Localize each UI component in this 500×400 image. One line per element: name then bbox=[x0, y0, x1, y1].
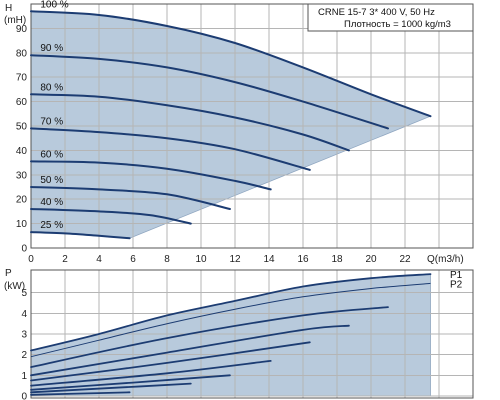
head-y-tick: 20 bbox=[16, 195, 28, 206]
head-y-tick: 80 bbox=[16, 48, 28, 59]
power-plot-frame bbox=[30, 269, 474, 399]
head-curve-label: 25 % bbox=[40, 220, 63, 231]
power-speed-curve bbox=[30, 306, 389, 368]
power-curve-p2 bbox=[30, 282, 431, 358]
power-speed-curve bbox=[30, 374, 231, 391]
head-y-tick: 0 bbox=[21, 244, 27, 255]
head-chart: 100 %90 %80 %70 %60 %50 %40 %25 %0102030… bbox=[4, 0, 474, 265]
head-y-tick: 70 bbox=[16, 73, 28, 84]
power-y-tick: 0 bbox=[21, 392, 27, 400]
head-curve-label: 70 % bbox=[40, 116, 63, 127]
power-speed-curve bbox=[30, 324, 350, 377]
head-curve-label: 100 % bbox=[40, 0, 68, 10]
head-x-axis-label: Q(m3/h) bbox=[427, 254, 464, 265]
head-curve-50pct bbox=[30, 186, 231, 210]
power-speed-curve bbox=[30, 360, 272, 387]
power-speed-curve bbox=[30, 341, 311, 382]
head-y-tick: 90 bbox=[16, 24, 28, 35]
power-y-tick: 4 bbox=[21, 309, 27, 320]
head-y-tick: 50 bbox=[16, 122, 28, 133]
head-curve-label: 90 % bbox=[40, 43, 63, 54]
power-curve-label: P1 bbox=[450, 270, 463, 281]
pump-density-text: Плотность = 1000 kg/m3 bbox=[344, 19, 451, 30]
head-x-tick: 18 bbox=[331, 254, 343, 265]
power-y-tick: 2 bbox=[21, 350, 27, 361]
power-speed-curve bbox=[30, 391, 131, 396]
head-x-tick: 14 bbox=[263, 254, 275, 265]
head-x-tick: 4 bbox=[96, 254, 102, 265]
power-y-tick: 3 bbox=[21, 330, 27, 341]
head-y-tick: 30 bbox=[16, 170, 28, 181]
pump-info-box bbox=[307, 3, 474, 32]
head-x-tick: 6 bbox=[130, 254, 136, 265]
head-curve-100pct bbox=[30, 10, 432, 118]
head-y-tick: 10 bbox=[16, 219, 28, 230]
power-curve-label: P2 bbox=[450, 279, 463, 290]
head-curve-label: 40 % bbox=[40, 197, 63, 208]
head-curve-80pct bbox=[30, 93, 350, 152]
power-curve-p1 bbox=[30, 273, 432, 352]
head-plot-frame bbox=[30, 3, 474, 249]
pump-model-text: CRNE 15-7 3* 400 V, 50 Hz bbox=[318, 7, 435, 18]
power-y-axis-unit: (kW) bbox=[4, 281, 25, 292]
head-x-tick: 20 bbox=[365, 254, 377, 265]
head-y-axis-unit: (mH) bbox=[4, 15, 26, 26]
power-speed-curve bbox=[30, 382, 192, 394]
power-y-axis-symbol: P bbox=[5, 268, 12, 279]
head-curve-90pct bbox=[30, 54, 389, 130]
head-curve-label: 80 % bbox=[40, 82, 63, 93]
power-y-tick: 5 bbox=[21, 288, 27, 299]
head-x-tick: 16 bbox=[297, 254, 309, 265]
head-x-tick: 10 bbox=[195, 254, 207, 265]
head-curve-70pct bbox=[30, 127, 311, 171]
head-curve-label: 60 % bbox=[40, 149, 63, 160]
power-y-tick: 1 bbox=[21, 371, 27, 382]
head-x-tick: 22 bbox=[399, 254, 411, 265]
head-x-tick: 0 bbox=[28, 254, 34, 265]
head-y-tick: 40 bbox=[16, 146, 28, 157]
head-x-tick: 8 bbox=[164, 254, 170, 265]
head-y-axis-symbol: H bbox=[5, 3, 12, 14]
head-curve-60pct bbox=[30, 160, 272, 191]
head-curve-25pct bbox=[30, 231, 131, 240]
head-curve-40pct bbox=[30, 208, 192, 225]
head-x-tick: 2 bbox=[62, 254, 68, 265]
head-x-tick: 12 bbox=[229, 254, 241, 265]
head-y-tick: 60 bbox=[16, 97, 28, 108]
head-curve-label: 50 % bbox=[40, 175, 63, 186]
